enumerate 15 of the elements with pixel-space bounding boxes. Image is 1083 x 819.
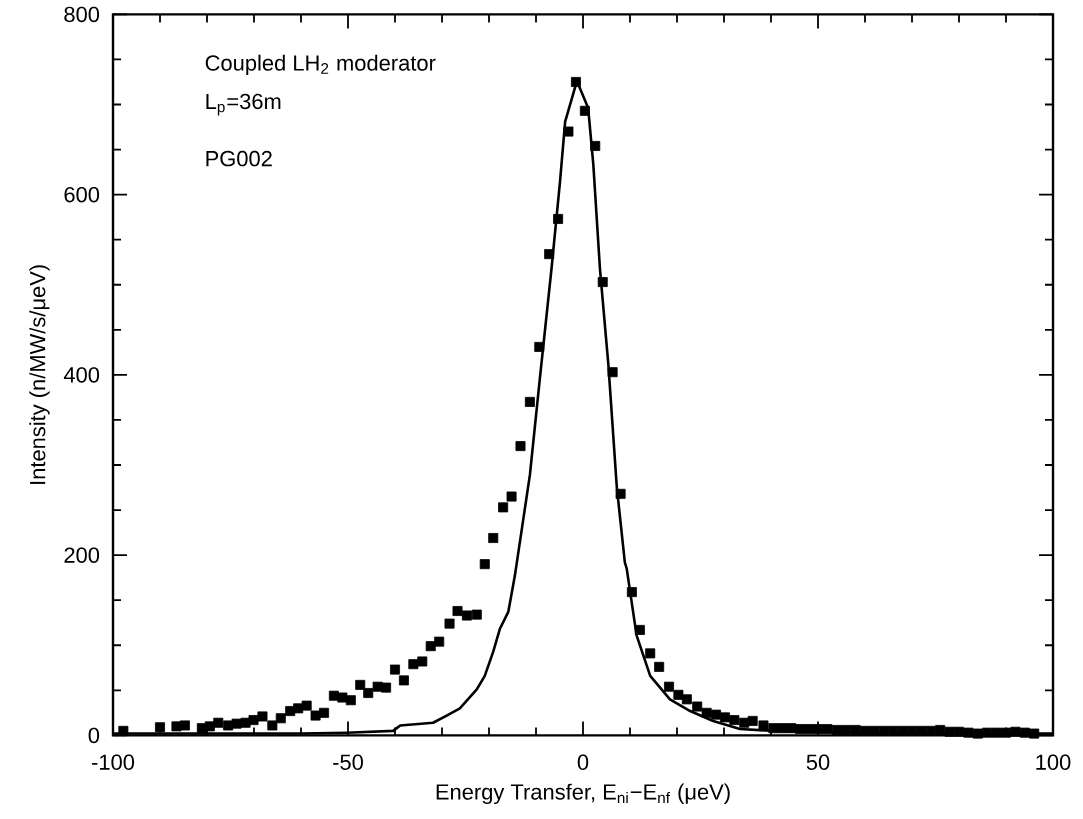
y-tick-label: 600 xyxy=(64,186,100,203)
x-tick-label: 100 xyxy=(1036,754,1071,770)
annotation: L$_{p}$=36m xyxy=(206,93,281,116)
x-tick-label: -50 xyxy=(333,754,363,770)
y-axis-title: Intensity (n/MW/s/μeV) xyxy=(29,265,50,484)
x-axis-title: Energy Transfer, E$_{ni}$−E$_{nf}$ (μeV) xyxy=(436,783,730,804)
y-tick-label: 800 xyxy=(64,6,100,22)
y-tick-label: 0 xyxy=(88,727,100,743)
annotation: PG002 xyxy=(206,150,272,167)
y-tick-label: 400 xyxy=(63,366,100,383)
y-tick-label: 200 xyxy=(64,547,100,563)
annotation: Coupled LH$_{2}$ moderator xyxy=(205,54,436,75)
x-tick-label: 0 xyxy=(577,754,589,770)
x-tick-label: -100 xyxy=(92,754,135,770)
x-tick-label: 50 xyxy=(806,754,830,770)
